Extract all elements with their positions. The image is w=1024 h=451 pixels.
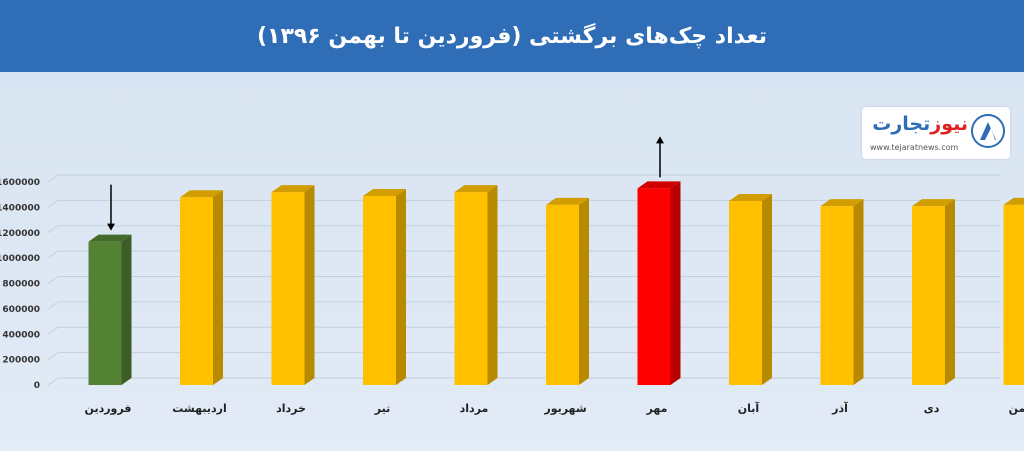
y-tick-label: 400000 (2, 330, 40, 340)
bar-6 (546, 197, 589, 385)
bar-side (762, 194, 772, 385)
bar-2 (180, 190, 223, 385)
bar-side (396, 188, 406, 385)
x-tick-label: فروردین (85, 402, 132, 415)
bars (88, 181, 1024, 385)
bar-front (1003, 204, 1024, 385)
x-tick-label: مهر (646, 402, 668, 415)
bar-3 (271, 185, 315, 385)
x-axis-ticks: فروردین اردیبهشت خرداد تیر مرداد شهریور مهر آبا… (85, 401, 1024, 415)
gridline-side (47, 199, 59, 208)
bar-top (637, 181, 681, 189)
x-tick-label: آبان (738, 401, 760, 415)
bar-front (729, 201, 762, 385)
bar-top (271, 185, 315, 193)
gridline-side (47, 174, 59, 183)
y-tick-label: 600000 (2, 305, 40, 315)
bar-8 (729, 194, 772, 385)
bar-side (213, 190, 223, 385)
bar-top (546, 197, 589, 205)
bar-side (121, 234, 132, 385)
bar-side (853, 199, 864, 385)
bar-7 (637, 181, 681, 385)
gridline-side (47, 301, 59, 310)
logo-site: www.tejaratnews.com (870, 143, 959, 152)
bar-front (180, 197, 213, 385)
bar-top (1003, 197, 1024, 205)
x-tick-label: اردیبهشت (172, 402, 226, 415)
y-tick-label: 0 (34, 381, 40, 391)
bar-top (820, 199, 864, 207)
arrows (107, 136, 664, 231)
logo-brand: نیوزتجارت (872, 113, 968, 135)
arrow-up-icon (656, 136, 664, 178)
bar-front (271, 192, 305, 385)
bar-front (546, 204, 579, 385)
bar-top (180, 190, 223, 198)
bar-top (88, 234, 132, 242)
bar-side (670, 181, 681, 385)
bar-front (88, 241, 122, 385)
tejaratnews-logo: نیوزتجارت www.tejaratnews.com (862, 107, 1010, 159)
bar-top (912, 199, 955, 207)
gridline-side (47, 326, 59, 335)
bar-top (363, 188, 406, 196)
x-tick-label: شهریور (543, 402, 586, 415)
bar-10 (912, 199, 955, 385)
bar-top (454, 185, 498, 193)
bar-11 (1003, 197, 1024, 385)
y-axis-ticks: 0 200000 400000 600000 800000 1000000 1200000 1… (0, 178, 40, 391)
arrow-down-icon (107, 184, 115, 231)
y-tick-label: 1200000 (0, 229, 40, 239)
y-tick-label: 200000 (2, 356, 40, 366)
y-tick-label: 1600000 (0, 178, 40, 188)
x-tick-label: تیر (374, 402, 390, 415)
x-tick-label: بهمن (1009, 402, 1024, 415)
bar-front (363, 195, 396, 385)
bar-1 (88, 234, 132, 385)
bar-4 (363, 188, 406, 385)
x-tick-label: دی (924, 402, 940, 415)
gridline-side (47, 225, 59, 234)
y-tick-label: 1400000 (0, 203, 40, 213)
x-tick-label: آذر (831, 401, 848, 415)
bar-front (820, 206, 854, 385)
bar-front (637, 188, 671, 385)
y-tick-label: 1000000 (0, 254, 40, 264)
bar-front (912, 206, 945, 385)
x-tick-label: مرداد (460, 402, 489, 415)
gridline-side (47, 250, 59, 259)
bar-top (729, 194, 772, 202)
bar-front (454, 192, 488, 385)
bar-5 (454, 185, 498, 385)
x-tick-label: خرداد (276, 402, 306, 415)
logo-mark-icon (971, 114, 1005, 148)
logo-brand-accent: نیوز (930, 113, 968, 135)
chart-title: تعداد چک‌های برگشتی (فروردین تا بهمن ۱۳۹… (256, 23, 768, 49)
bar-side (304, 185, 315, 385)
bar-9 (820, 199, 864, 385)
bar-side (579, 197, 589, 385)
chart-header: تعداد چک‌های برگشتی (فروردین تا بهمن ۱۳۹… (0, 0, 1024, 72)
logo-brand-main: تجارت (872, 113, 931, 135)
bar-side (945, 199, 955, 385)
bar-side (487, 185, 498, 385)
y-tick-label: 800000 (2, 280, 40, 290)
gridline-side (47, 352, 59, 361)
gridline-side (47, 377, 59, 386)
gridline-side (47, 276, 59, 284)
